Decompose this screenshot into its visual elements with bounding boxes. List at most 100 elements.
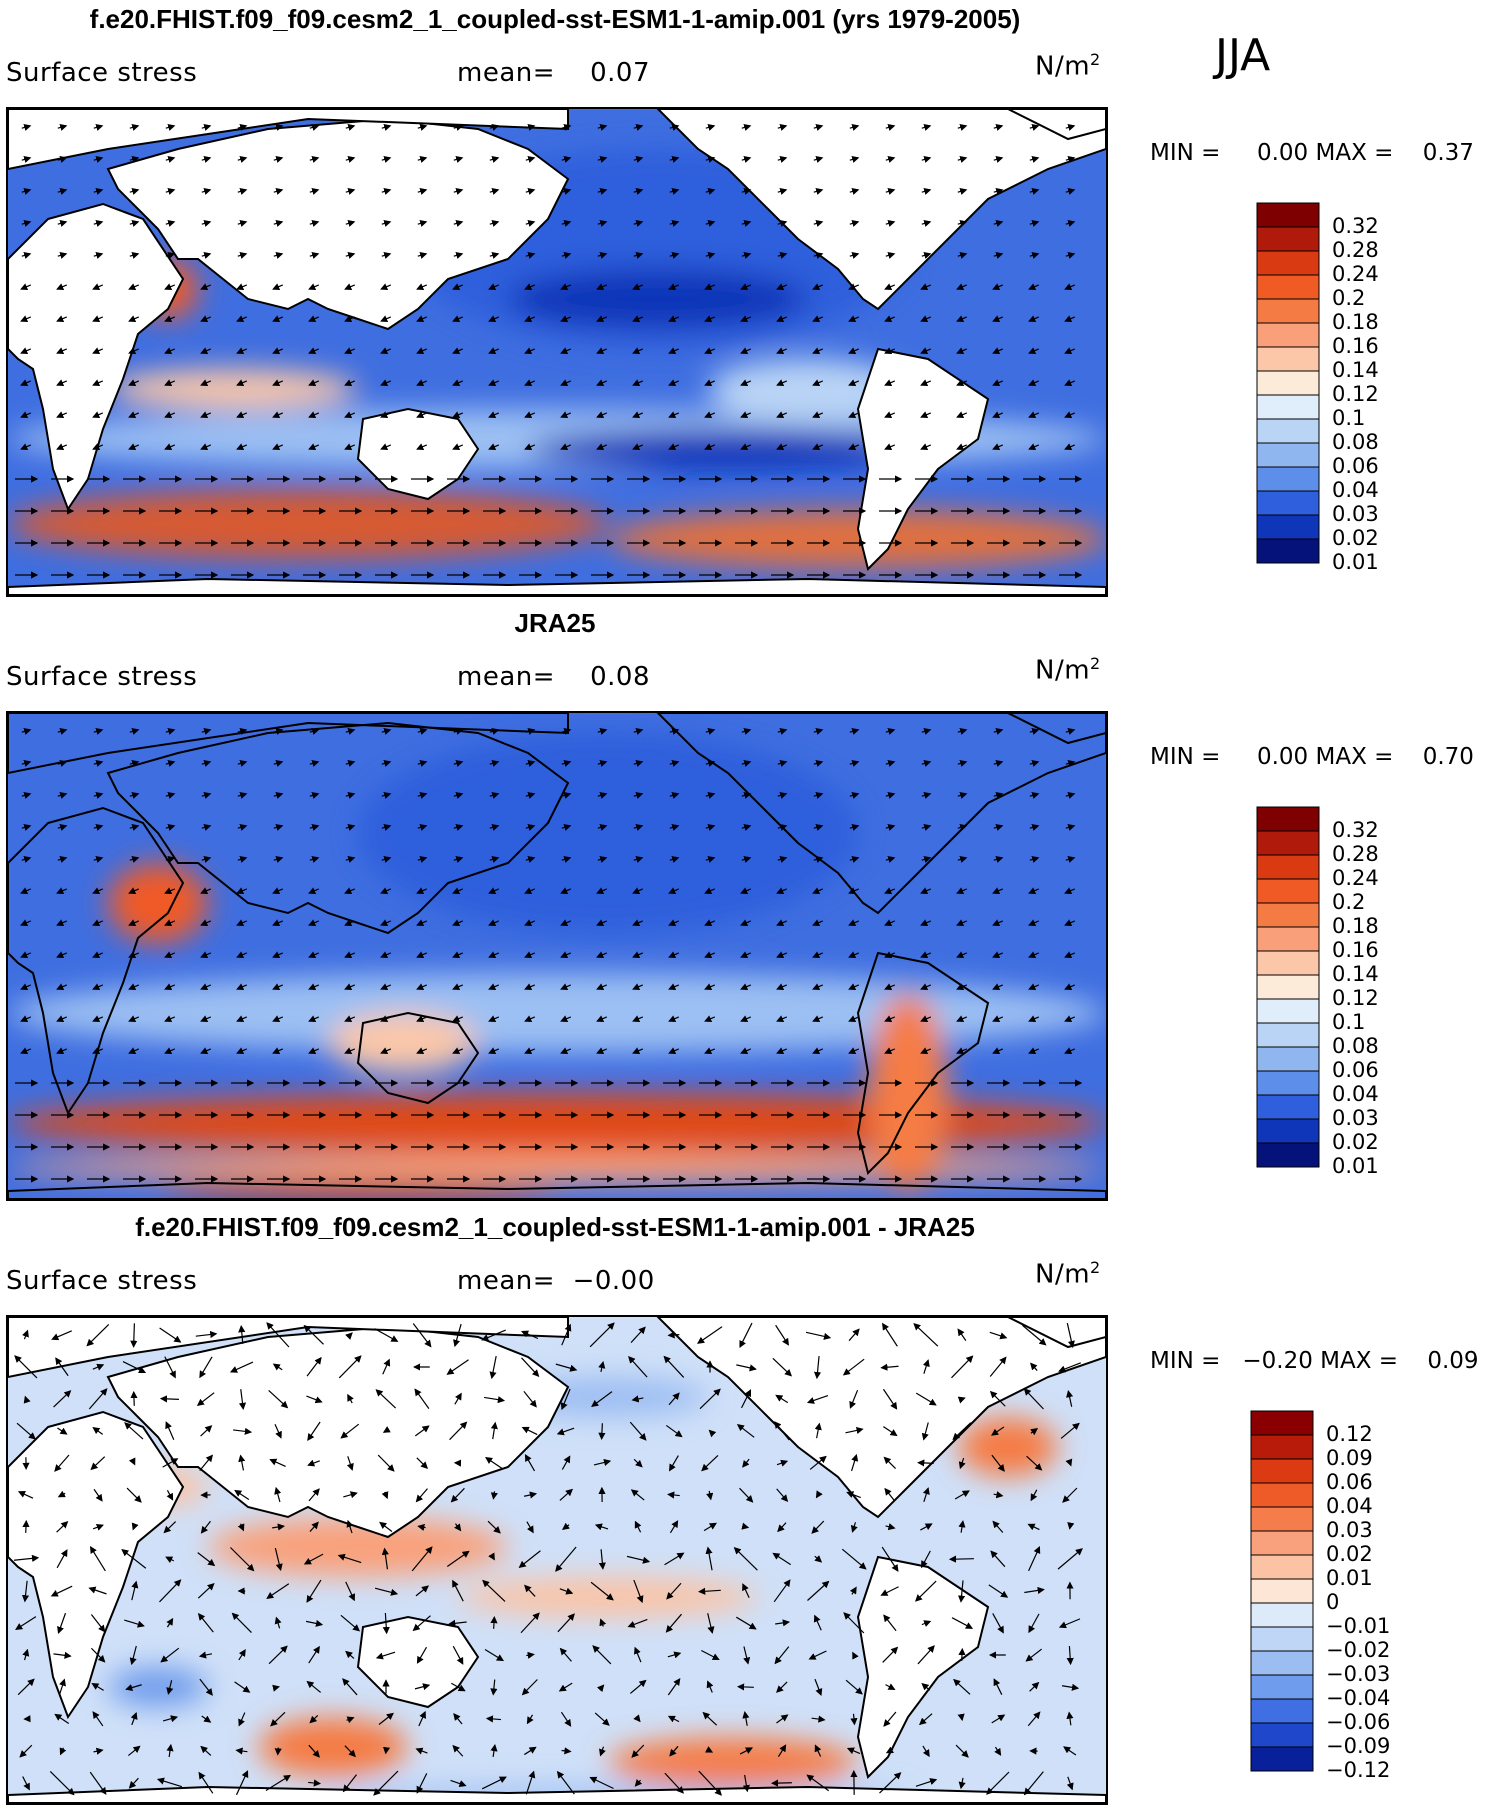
stress-vector-arrow <box>21 155 32 163</box>
colorbar-tick-label: 0.28 <box>1332 238 1379 262</box>
stress-vector-arrow <box>777 791 788 799</box>
stress-vector-arrow <box>632 951 644 958</box>
stress-vector-arrow <box>740 983 752 990</box>
stress-vector-arrow <box>487 1520 501 1534</box>
stress-vector-arrow <box>21 123 32 131</box>
stress-vector-arrow <box>597 219 608 227</box>
stress-vector-arrow <box>1064 1015 1076 1022</box>
colorbar-tick-label: 0.04 <box>1332 478 1379 502</box>
stress-vector-arrow <box>416 411 428 418</box>
stress-vector-arrow <box>848 347 860 354</box>
stress-vector-arrow <box>525 791 536 799</box>
stress-vector-arrow <box>344 951 356 958</box>
contour-region <box>258 1717 408 1777</box>
stress-vector-arrow <box>1064 983 1076 990</box>
stress-vector-arrow <box>668 1047 680 1054</box>
stress-vector-arrow <box>524 443 536 450</box>
stress-vector-arrow <box>560 411 572 418</box>
stress-vector-arrow <box>266 1322 290 1348</box>
stress-vector-arrow <box>920 315 932 322</box>
stress-vector-arrow <box>92 1363 105 1371</box>
stress-vector-arrow <box>776 1015 788 1022</box>
stress-vector-arrow <box>523 1491 538 1499</box>
stress-vector-arrow <box>1065 1458 1073 1467</box>
stress-vector-arrow <box>92 1047 104 1054</box>
stress-vector-arrow <box>561 855 572 863</box>
colorbar-swatch <box>1250 1602 1314 1628</box>
stress-vector-arrow <box>993 759 1004 767</box>
stress-vector-arrow <box>345 187 356 195</box>
stress-vector-arrow <box>417 219 428 227</box>
stress-vector-arrow <box>165 219 176 227</box>
stress-vector-arrow <box>669 791 680 799</box>
stress-vector-arrow <box>957 187 968 195</box>
stress-vector-arrow <box>380 1015 392 1022</box>
stress-vector-arrow <box>1029 155 1040 163</box>
stress-vector-arrow <box>165 855 176 863</box>
stress-vector-arrow <box>632 1015 644 1022</box>
map-canvas <box>8 713 1106 1199</box>
landmass <box>1007 713 1106 745</box>
colorbar-swatch <box>1250 1626 1314 1652</box>
stress-vector-arrow <box>669 251 680 259</box>
colorbar-tick-label: 0.09 <box>1326 1446 1373 1470</box>
stress-vector-arrow <box>454 1523 462 1532</box>
stress-vector-arrow <box>130 1390 138 1406</box>
stress-vector-arrow <box>488 887 500 894</box>
stress-vector-arrow <box>921 823 932 831</box>
stress-vector-arrow <box>128 443 140 450</box>
colorbar-swatch <box>1250 1746 1314 1772</box>
colorbar-tick-label: 0.06 <box>1332 454 1379 478</box>
stress-vector-arrow <box>345 219 356 227</box>
stress-vector-arrow <box>57 759 68 767</box>
stress-vector-arrow <box>20 887 32 894</box>
stress-vector-arrow <box>805 1331 832 1340</box>
stress-vector-arrow <box>992 379 1004 386</box>
stress-vector-arrow <box>885 155 896 163</box>
stress-vector-arrow <box>128 983 140 990</box>
stress-vector-arrow <box>201 251 212 259</box>
colorbar-swatches <box>1250 1410 1314 1772</box>
stress-vector-arrow <box>57 219 68 227</box>
stress-vector-arrow <box>705 791 716 799</box>
stress-vector-arrow <box>266 1583 290 1599</box>
stress-vector-arrow <box>739 1322 753 1349</box>
stress-vector-arrow <box>453 727 464 735</box>
stress-vector-arrow <box>632 347 644 354</box>
stress-vector-arrow <box>129 251 140 259</box>
stress-vector-arrow <box>957 1328 967 1341</box>
stress-vector-arrow <box>381 155 392 163</box>
stress-vector-arrow <box>453 155 464 163</box>
stress-vector-arrow <box>236 443 248 450</box>
stress-vector-arrow <box>164 1356 176 1379</box>
stress-vector-arrow <box>594 1523 609 1531</box>
stress-vector-arrow <box>381 1547 389 1570</box>
stress-vector-arrow <box>708 1429 717 1438</box>
stress-vector-arrow <box>813 727 824 735</box>
stress-vector-arrow <box>776 315 788 322</box>
stress-vector-arrow <box>128 347 140 354</box>
stress-vector-arrow <box>668 315 680 322</box>
stress-vector-arrow <box>416 347 428 354</box>
stress-vector-arrow <box>129 855 140 863</box>
stress-vector-arrow <box>920 1523 933 1531</box>
stress-vector-arrow <box>345 1581 355 1602</box>
stress-vector-arrow <box>1029 791 1040 799</box>
stress-vector-arrow <box>20 379 32 386</box>
panel-1-max-label: MAX = <box>1315 140 1394 166</box>
panel-1-minmax: MIN = 0.00 MAX = 0.37 <box>1150 140 1474 166</box>
stress-vector-arrow <box>776 411 788 418</box>
colorbar-tick-label: 0.16 <box>1332 334 1379 358</box>
stress-vector-arrow <box>560 1388 571 1411</box>
stress-vector-arrow <box>165 187 176 195</box>
stress-vector-arrow <box>561 1455 571 1470</box>
stress-vector-arrow <box>274 1747 282 1756</box>
stress-vector-arrow <box>129 823 140 831</box>
stress-vector-arrow <box>561 823 572 831</box>
stress-vector-arrow <box>633 1458 643 1468</box>
stress-vector-arrow <box>57 187 68 195</box>
stress-vector-arrow <box>1029 251 1040 259</box>
stress-vector-arrow <box>885 759 896 767</box>
colorbar-tick-label: 0.18 <box>1332 914 1379 938</box>
stress-vector-arrow <box>416 919 428 926</box>
